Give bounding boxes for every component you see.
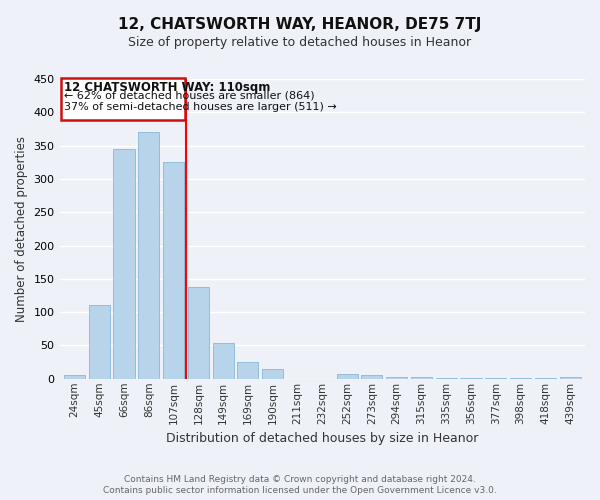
Bar [212,344,233,379]
X-axis label: Distribution of detached houses by size in Heanor: Distribution of detached houses by size … [166,432,478,445]
Bar [64,376,85,379]
Bar [138,132,160,379]
Bar [386,378,407,379]
Bar [262,369,283,379]
Bar [89,306,110,379]
Bar [560,378,581,379]
Bar [113,149,134,379]
Bar [163,162,184,379]
Bar [188,287,209,379]
Bar [510,378,531,379]
Text: ← 62% of detached houses are smaller (864): ← 62% of detached houses are smaller (86… [64,91,314,101]
Text: Contains HM Land Registry data © Crown copyright and database right 2024.: Contains HM Land Registry data © Crown c… [124,475,476,484]
Bar [460,378,482,379]
Text: 12 CHATSWORTH WAY: 110sqm: 12 CHATSWORTH WAY: 110sqm [64,81,270,94]
Text: 37% of semi-detached houses are larger (511) →: 37% of semi-detached houses are larger (… [64,102,337,112]
Text: 12, CHATSWORTH WAY, HEANOR, DE75 7TJ: 12, CHATSWORTH WAY, HEANOR, DE75 7TJ [118,18,482,32]
Text: Size of property relative to detached houses in Heanor: Size of property relative to detached ho… [128,36,472,49]
Bar [485,378,506,379]
Bar [337,374,358,379]
Bar [436,378,457,379]
Bar [535,378,556,379]
Bar [238,362,259,379]
Y-axis label: Number of detached properties: Number of detached properties [15,136,28,322]
Text: Contains public sector information licensed under the Open Government Licence v3: Contains public sector information licen… [103,486,497,495]
Bar [361,376,382,379]
FancyBboxPatch shape [61,78,185,120]
Bar [411,378,432,379]
